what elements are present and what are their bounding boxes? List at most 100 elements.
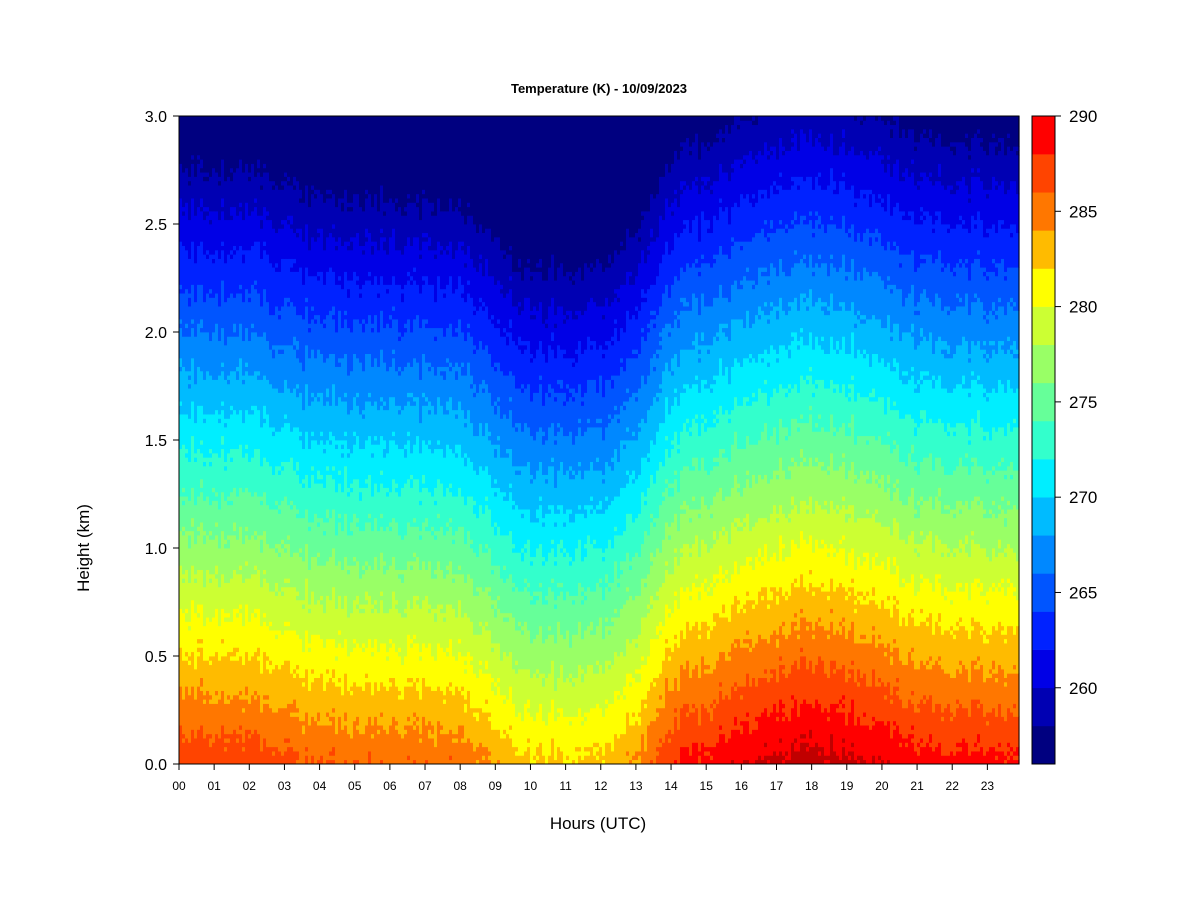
- heatmap-cell: [644, 116, 648, 212]
- heatmap-cell: [698, 599, 702, 631]
- heatmap-cell: [758, 517, 762, 549]
- heatmap-cell: [362, 643, 366, 648]
- heatmap-cell: [503, 332, 507, 337]
- heatmap-cell: [182, 444, 186, 488]
- heatmap-cell: [212, 379, 216, 415]
- heatmap-cell: [344, 241, 348, 272]
- heatmap-cell: [599, 344, 603, 376]
- heatmap-cell: [680, 504, 684, 510]
- heatmap-cell: [752, 599, 756, 605]
- heatmap-cell: [458, 319, 462, 367]
- heatmap-cell: [350, 522, 354, 532]
- heatmap-cell: [389, 314, 393, 320]
- heatmap-cell: [554, 440, 558, 445]
- heatmap-cell: [770, 591, 774, 601]
- heatmap-cell: [560, 379, 564, 389]
- heatmap-cell: [347, 206, 351, 212]
- heatmap-cell: [407, 319, 411, 363]
- heatmap-cell: [461, 249, 465, 285]
- heatmap-cell: [548, 344, 552, 385]
- heatmap-cell: [455, 409, 459, 415]
- heatmap-cell: [404, 569, 408, 609]
- heatmap-cell: [662, 625, 666, 661]
- heatmap-cell: [743, 647, 747, 687]
- heatmap-cell: [641, 219, 645, 251]
- heatmap-cell: [251, 656, 255, 696]
- heatmap-cell: [422, 236, 426, 242]
- heatmap-cell: [245, 578, 249, 605]
- heatmap-cell: [596, 513, 600, 549]
- heatmap-cell: [395, 370, 399, 406]
- heatmap-cell: [458, 366, 462, 402]
- heatmap-cell: [536, 668, 540, 674]
- heatmap-cell: [248, 414, 252, 462]
- heatmap-cell: [191, 526, 195, 532]
- heatmap-cell: [203, 625, 207, 661]
- heatmap-cell: [260, 751, 264, 765]
- heatmap-cell: [707, 625, 711, 631]
- heatmap-cell: [197, 154, 201, 160]
- heatmap-cell: [746, 310, 750, 359]
- heatmap-cell: [449, 116, 453, 199]
- heatmap-cell: [305, 578, 309, 631]
- heatmap-cell: [269, 427, 273, 467]
- heatmap-cell: [710, 513, 714, 519]
- heatmap-cell: [401, 699, 405, 739]
- heatmap-cell: [377, 366, 381, 411]
- heatmap-cell: [674, 552, 678, 558]
- heatmap-cell: [239, 733, 243, 765]
- heatmap-cell: [428, 530, 432, 562]
- heatmap-cell: [731, 124, 735, 164]
- heatmap-cell: [623, 733, 627, 765]
- heatmap-cell: [506, 617, 510, 622]
- heatmap-plot-area: [179, 116, 1020, 765]
- heatmap-cell: [551, 254, 555, 298]
- heatmap-cell: [740, 608, 744, 648]
- heatmap-cell: [746, 116, 750, 121]
- heatmap-cell: [392, 306, 396, 311]
- heatmap-cell: [707, 751, 711, 756]
- heatmap-cell: [395, 725, 399, 730]
- heatmap-cell: [278, 474, 282, 506]
- heatmap-cell: [221, 638, 225, 644]
- heatmap-cell: [302, 720, 306, 726]
- heatmap-cell: [569, 509, 573, 514]
- heatmap-cell: [452, 573, 456, 579]
- heatmap-cell: [659, 383, 663, 389]
- heatmap-cell: [746, 267, 750, 272]
- heatmap-cell: [197, 245, 201, 285]
- heatmap-cell: [455, 573, 459, 618]
- heatmap-cell: [227, 500, 231, 506]
- heatmap-cell: [461, 496, 465, 527]
- heatmap-cell: [317, 470, 321, 480]
- heatmap-cell: [623, 401, 627, 406]
- heatmap-cell: [416, 599, 420, 605]
- heatmap-cell: [650, 565, 654, 596]
- heatmap-cell: [458, 401, 462, 445]
- heatmap-cell: [605, 116, 609, 268]
- heatmap-cell: [500, 249, 504, 285]
- heatmap-cell: [692, 496, 696, 501]
- heatmap-cell: [353, 556, 357, 562]
- heatmap-cell: [461, 332, 465, 363]
- heatmap-cell: [428, 643, 432, 687]
- heatmap-cell: [206, 116, 210, 173]
- heatmap-cell: [614, 409, 618, 415]
- heatmap-cell: [179, 686, 183, 726]
- heatmap-cell: [509, 487, 513, 493]
- heatmap-cell: [419, 293, 423, 329]
- heatmap-cell: [596, 673, 600, 704]
- heatmap-cell: [614, 496, 618, 527]
- heatmap-cell: [299, 599, 303, 640]
- heatmap-cell: [398, 370, 402, 376]
- heatmap-cell: [671, 163, 675, 203]
- heatmap-cell: [182, 414, 186, 445]
- heatmap-cell: [209, 340, 213, 376]
- heatmap-cell: [197, 206, 201, 246]
- heatmap-cell: [563, 349, 567, 354]
- heatmap-cell: [497, 323, 501, 329]
- heatmap-cell: [182, 172, 186, 208]
- heatmap-cell: [329, 759, 333, 765]
- heatmap-cell: [671, 487, 675, 497]
- heatmap-cell: [695, 133, 699, 177]
